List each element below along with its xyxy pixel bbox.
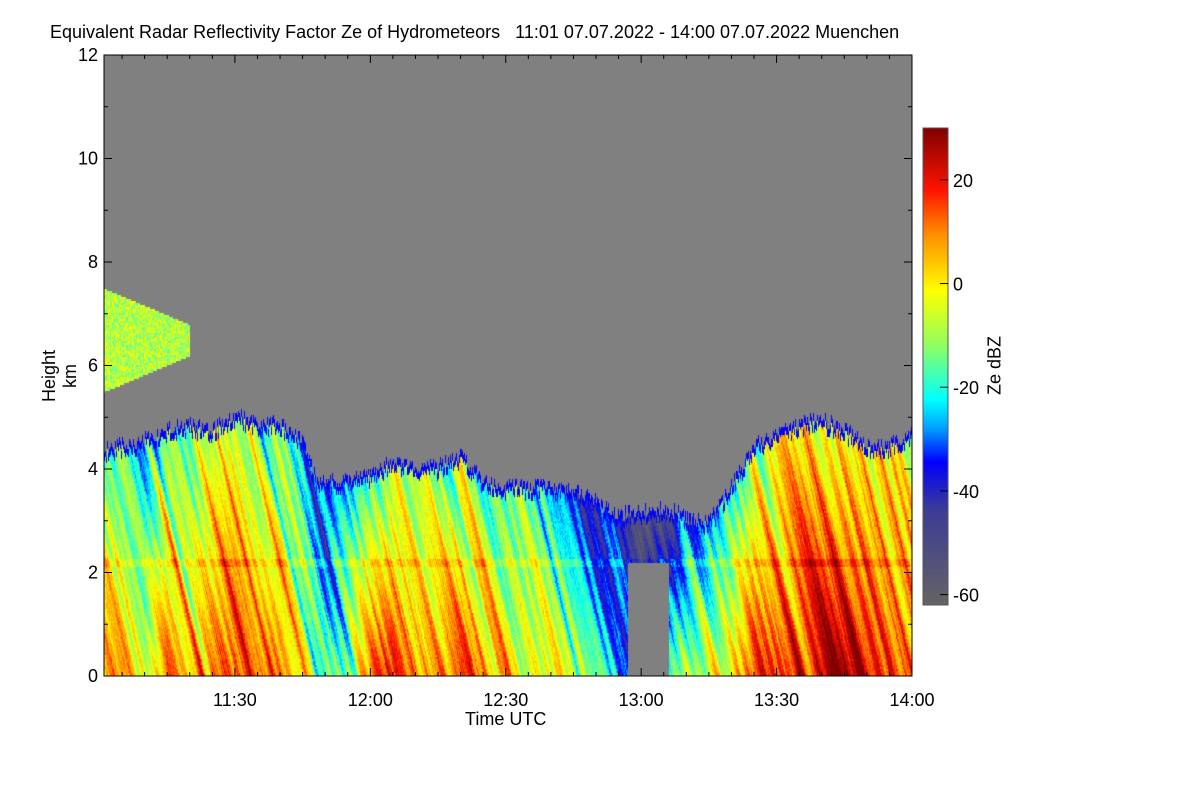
x-axis-label: Time UTC [465,709,547,729]
plot-frame [103,54,913,677]
y-tick-label: 10 [78,149,98,169]
x-tick-label: 11:30 [213,690,257,710]
x-tick-label: 14:00 [889,690,934,710]
colorbar-tick-label: -40 [953,482,979,502]
x-tick-label: 12:00 [348,690,393,710]
x-tick-label: 12:30 [483,690,528,710]
colorbar-frame [922,127,949,606]
colorbar-tick-label: -20 [953,378,979,398]
reflectivity-heatmap [104,55,912,676]
y-tick-label: 12 [78,45,98,65]
y-tick-label: 0 [88,666,98,686]
colorbar-label: Ze dBZ [984,335,1005,396]
y-tick-label: 6 [88,356,98,376]
y-tick-label: 8 [88,252,98,272]
colorbar-tick-label: 20 [953,171,973,191]
colorbar-tick-label: -60 [953,586,979,606]
y-tick-label: 4 [88,459,98,479]
y-axis-label: Height km [39,349,80,403]
y-tick-label: 2 [88,563,98,583]
colorbar [923,128,948,605]
colorbar-tick-label: 0 [953,275,963,295]
x-tick-label: 13:30 [754,690,799,710]
chart-title: Equivalent Radar Reflectivity Factor Ze … [50,22,900,42]
x-tick-label: 13:00 [619,690,664,710]
